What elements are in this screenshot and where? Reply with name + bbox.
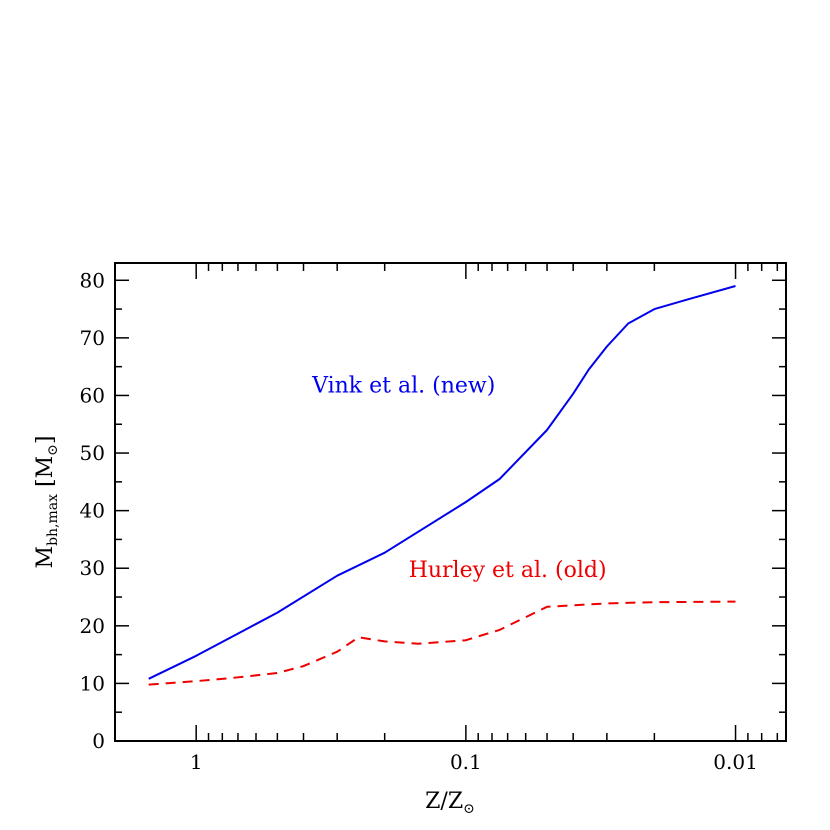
y-axis-title: Mbh,max [M⊙]	[33, 436, 61, 569]
y-axis-title-unit-close: ]	[33, 436, 58, 445]
x-tick-label: 1	[190, 750, 203, 774]
series-label-1: Hurley et al. (old)	[409, 558, 607, 583]
y-tick-label: 70	[80, 326, 105, 350]
y-ticks: 0 10 20 30 40 50 60 70 80	[80, 268, 786, 753]
y-tick-label: 50	[80, 441, 105, 465]
series-line-1	[148, 600, 736, 686]
y-tick-label: 60	[80, 383, 105, 407]
y-axis-title-unit-open: [M	[33, 456, 58, 494]
x-axis-title-sub: ⊙	[463, 801, 475, 817]
x-tick-label: 0.1	[450, 750, 482, 774]
x-tick-label: 0.01	[713, 750, 758, 774]
series-line-0	[148, 285, 736, 680]
y-tick-label: 40	[80, 499, 105, 523]
y-tick-label: 20	[80, 614, 105, 638]
series-label-0: Vink et al. (new)	[311, 374, 495, 399]
y-tick-label: 0	[92, 729, 105, 753]
plot-frame	[114, 262, 787, 742]
x-axis-title: Z/Z⊙	[425, 789, 475, 817]
series-layer	[148, 285, 736, 686]
y-axis-title-base: M	[33, 546, 58, 569]
x-ticks: 1 0.1 0.01	[114, 263, 779, 774]
y-axis-title-unit-sub: ⊙	[45, 444, 61, 456]
y-axis-title-sub: bh,max	[45, 494, 61, 546]
annotation-layer: Vink et al. (new) Hurley et al. (old)	[311, 374, 606, 583]
y-tick-label: 10	[80, 671, 105, 695]
x-axis-title-base: Z/Z	[425, 789, 463, 814]
y-tick-label: 30	[80, 556, 105, 580]
y-tick-label: 80	[80, 268, 105, 292]
